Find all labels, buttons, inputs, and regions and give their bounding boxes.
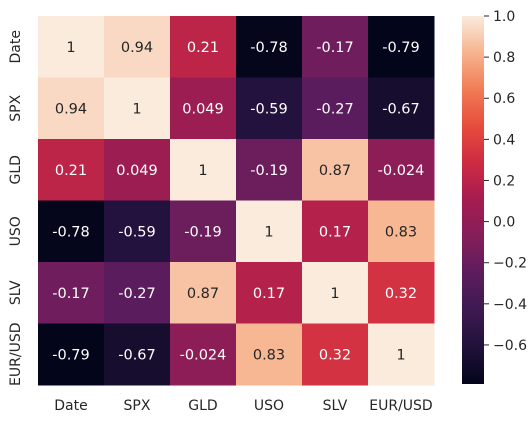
cell-annotation: -0.78 (52, 224, 90, 240)
x-tick-label: USO (254, 398, 284, 414)
y-tick-label: USO (8, 216, 24, 246)
cell-annotation: 1 (330, 286, 339, 302)
cell-annotation: 0.87 (187, 286, 219, 302)
cell-annotation: 0.32 (319, 347, 351, 363)
cell-annotation: 1 (264, 224, 273, 240)
cell-annotation: 1 (132, 101, 141, 117)
cell-annotation: -0.19 (250, 163, 288, 179)
cell-annotation: 0.94 (55, 101, 87, 117)
cell-annotation: 0.32 (385, 286, 417, 302)
cell-annotation: 0.21 (187, 40, 219, 56)
y-tick-label: EUR/USD (8, 323, 24, 386)
cell-annotation: 1 (198, 163, 207, 179)
cell-annotation: -0.024 (378, 163, 425, 179)
colorbar-gradient (462, 16, 484, 384)
x-tick-label: Date (54, 398, 87, 414)
colorbar-tick-label: 0.0 (493, 215, 515, 231)
y-axis-tick-labels: Date SPX GLD USO SLV EUR/USD (8, 30, 24, 386)
colorbar (462, 16, 484, 384)
colorbar-tick-label: 1.0 (493, 9, 515, 25)
cell-annotation: -0.17 (316, 40, 354, 56)
cell-annotation: -0.67 (382, 101, 420, 117)
cell-annotation: 0.17 (253, 286, 285, 302)
x-axis-tick-labels: Date SPX GLD USO SLV EUR/USD (54, 398, 432, 414)
cell-annotation: 0.049 (116, 163, 158, 179)
cell-annotation: -0.59 (250, 101, 288, 117)
cell-annotation: 0.21 (55, 163, 87, 179)
colorbar-tick-label: 0.2 (493, 173, 515, 189)
y-tick-label: SPX (8, 94, 24, 121)
y-tick-label: Date (8, 30, 24, 63)
colorbar-ticks: 1.0 0.8 0.6 0.4 0.2 0.0 −0.2 −0.4 −0.6 (484, 9, 527, 354)
x-tick-label: GLD (188, 398, 217, 414)
cell-annotation: -0.79 (52, 347, 90, 363)
colorbar-tick-label: −0.4 (493, 297, 527, 313)
cell-annotation: -0.79 (382, 40, 420, 56)
x-tick-label: EUR/USD (369, 398, 432, 414)
cell-annotation: 0.17 (319, 224, 351, 240)
cell-annotation: -0.19 (184, 224, 222, 240)
heatmap-cells (38, 16, 435, 386)
x-tick-label: SPX (124, 398, 151, 414)
cell-annotation: -0.59 (118, 224, 156, 240)
colorbar-tick-label: −0.6 (493, 338, 527, 354)
cell-annotation: -0.024 (180, 347, 227, 363)
y-tick-label: GLD (8, 155, 24, 184)
y-tick-label: SLV (8, 280, 24, 305)
cell-annotation: 0.83 (385, 224, 417, 240)
colorbar-tick-label: 0.8 (493, 50, 515, 66)
cell-annotation: -0.27 (118, 286, 156, 302)
cell-annotation: 1 (66, 40, 75, 56)
colorbar-tick-label: −0.2 (493, 256, 527, 272)
cell-annotation: -0.17 (52, 286, 90, 302)
cell-annotation: 1 (396, 347, 405, 363)
cell-annotation: 0.87 (319, 163, 351, 179)
cell-annotation: 0.049 (182, 101, 224, 117)
cell-annotation: 0.94 (121, 40, 153, 56)
cell-annotation: -0.67 (118, 347, 156, 363)
colorbar-tick-label: 0.6 (493, 91, 515, 107)
cell-annotation: 0.83 (253, 347, 285, 363)
colorbar-tick-label: 0.4 (493, 132, 515, 148)
cell-annotation: -0.27 (316, 101, 354, 117)
cell-annotation: -0.78 (250, 40, 288, 56)
x-tick-label: SLV (323, 398, 348, 414)
